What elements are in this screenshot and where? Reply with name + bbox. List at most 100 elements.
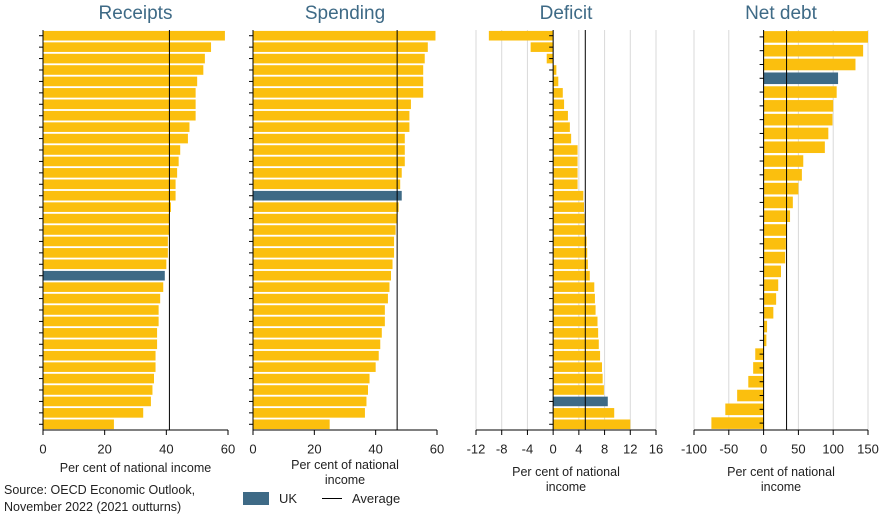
- bar: [763, 334, 767, 347]
- bar: [553, 248, 588, 258]
- legend-swatch: [243, 492, 269, 505]
- x-tick-label: 4: [575, 441, 582, 456]
- bar: [253, 122, 410, 132]
- bar: [253, 270, 391, 281]
- bar: [763, 251, 786, 264]
- bar: [253, 305, 385, 315]
- bar: [763, 100, 834, 112]
- bar: [43, 419, 114, 430]
- x-tick-label: 50: [791, 441, 805, 456]
- bar: [43, 202, 171, 212]
- bar: [553, 179, 578, 190]
- bar: [553, 225, 586, 235]
- bar: [43, 99, 196, 110]
- bar: [763, 31, 868, 43]
- bar: [253, 225, 396, 235]
- bar: [763, 224, 787, 236]
- bar: [43, 248, 168, 258]
- bar: [763, 210, 791, 222]
- legend-label: Average: [352, 491, 401, 506]
- bar: [763, 72, 839, 85]
- bar: [253, 362, 376, 372]
- bar: [553, 419, 631, 430]
- bar: [253, 156, 405, 167]
- bar: [43, 328, 158, 338]
- bar: [43, 293, 161, 304]
- bar: [253, 76, 424, 87]
- x-tick-label: 0: [249, 441, 256, 456]
- bar: [253, 339, 381, 350]
- bar: [253, 99, 411, 110]
- bar: [763, 320, 768, 333]
- x-axis-label: Per cent of national income: [291, 458, 399, 487]
- bar: [553, 156, 578, 167]
- bar: [43, 122, 190, 132]
- x-tick-label: -100: [681, 441, 707, 456]
- bar: [253, 42, 428, 52]
- bar: [763, 113, 833, 126]
- bar: [553, 99, 565, 110]
- bar: [553, 396, 608, 407]
- legend-item: UK: [243, 491, 297, 506]
- bar: [553, 328, 599, 338]
- bar: [253, 236, 395, 247]
- bar: [553, 122, 570, 132]
- x-tick-label: 0: [760, 441, 767, 456]
- bar: [763, 279, 779, 291]
- bar: [763, 196, 793, 209]
- bar: [753, 362, 764, 374]
- bar: [553, 316, 598, 327]
- bar: [43, 396, 151, 407]
- bar: [253, 190, 402, 201]
- bar: [553, 408, 615, 418]
- bar: [763, 141, 825, 154]
- bar: [253, 419, 330, 430]
- source-note: Source: OECD Economic Outlook, November …: [4, 483, 196, 514]
- bar: [253, 179, 401, 190]
- bar: [553, 145, 578, 155]
- bar: [253, 316, 385, 327]
- bar: [43, 76, 198, 87]
- bar: [488, 30, 554, 41]
- bar: [43, 53, 205, 64]
- bar: [553, 76, 559, 87]
- bar: [253, 65, 424, 75]
- bar: [763, 155, 804, 167]
- x-tick-label: 150: [857, 441, 879, 456]
- panel-title: Receipts: [99, 3, 173, 24]
- bar: [763, 86, 837, 98]
- bar: [253, 133, 405, 144]
- x-tick-label: -50: [719, 441, 738, 456]
- x-tick-label: 0: [39, 441, 46, 456]
- bar: [43, 42, 212, 52]
- x-tick-label: -12: [467, 441, 486, 456]
- x-tick-label: 0: [550, 441, 557, 456]
- bar: [253, 396, 367, 407]
- bar: [763, 265, 781, 278]
- bar: [530, 42, 554, 52]
- bar: [43, 65, 204, 75]
- bar: [43, 408, 144, 418]
- bar: [763, 127, 829, 140]
- bar: [253, 110, 410, 121]
- x-tick-label: 40: [159, 441, 173, 456]
- bar: [553, 270, 590, 281]
- x-tick-label: 60: [430, 441, 444, 456]
- bar: [253, 282, 390, 292]
- x-tick-label: 20: [307, 441, 321, 456]
- bar: [43, 225, 170, 235]
- x-tick-label: -4: [522, 441, 534, 456]
- bar: [553, 362, 602, 372]
- bar: [253, 328, 382, 338]
- x-axis-label: Per cent of national income: [727, 465, 835, 494]
- bar: [43, 385, 153, 395]
- bar: [763, 44, 864, 57]
- bar: [553, 350, 601, 361]
- bar: [43, 236, 168, 247]
- bar: [43, 190, 176, 201]
- x-tick-label: 8: [601, 441, 608, 456]
- bar: [253, 145, 405, 155]
- bar: [553, 373, 603, 384]
- bar: [553, 168, 578, 178]
